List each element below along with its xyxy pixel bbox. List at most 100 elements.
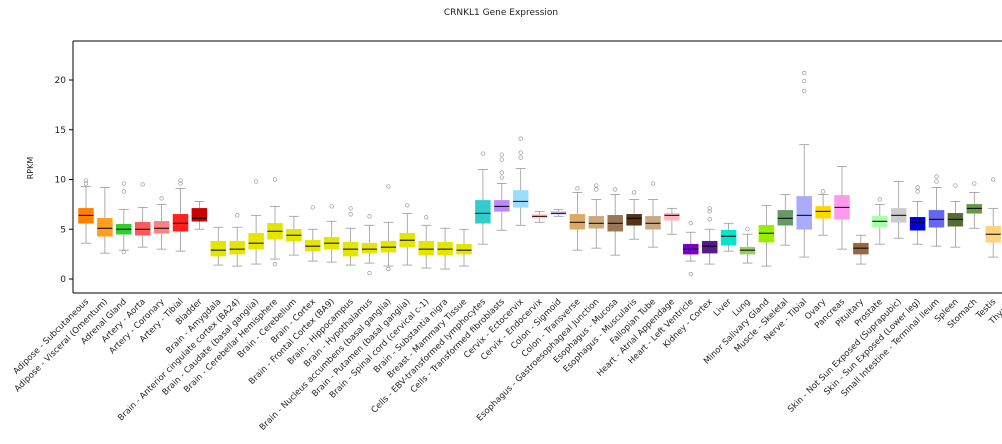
outlier-point [575, 186, 580, 191]
outlier-point [405, 203, 410, 208]
box-group [701, 206, 718, 265]
box [909, 217, 926, 231]
box-group [815, 189, 831, 236]
outlier-point [518, 150, 523, 155]
outlier-point [83, 178, 89, 183]
box-group [153, 196, 170, 250]
box-group [890, 181, 907, 239]
outlier-point [480, 151, 486, 156]
outlier-point [594, 187, 599, 192]
box-group [172, 178, 189, 252]
outlier-point [121, 189, 126, 194]
axes: 0 5 10 15 20 [55, 40, 1002, 294]
outlier-point [386, 266, 391, 272]
outlier-point [953, 183, 958, 188]
box-group [475, 151, 491, 245]
outlier-point [367, 214, 372, 219]
outlier-point [348, 206, 353, 211]
box-group [853, 234, 869, 265]
box-group [947, 183, 964, 248]
box [153, 221, 170, 234]
box-group [494, 152, 510, 231]
box-group [531, 210, 548, 223]
outlier-point [934, 179, 939, 184]
box-group [134, 182, 151, 248]
box-group [739, 227, 756, 264]
box [248, 232, 264, 250]
outlier-point [253, 179, 259, 184]
box [361, 242, 378, 254]
box [475, 200, 491, 224]
outlier-point [348, 212, 353, 217]
box-group [116, 181, 132, 255]
box [418, 240, 434, 256]
chart-title: CRNKL1 Gene Expression [444, 8, 558, 18]
box [456, 243, 472, 255]
outlier-point [707, 206, 712, 211]
outlier-point [631, 190, 637, 195]
outlier-point [272, 177, 278, 182]
box-group [683, 221, 699, 277]
outlier-point [613, 187, 618, 192]
box [701, 240, 718, 254]
outlier-point [499, 157, 504, 162]
box [815, 206, 831, 219]
y-axis-label: RPKM [26, 157, 35, 180]
outlier-point [121, 181, 126, 186]
box-group [78, 178, 94, 244]
box-group [380, 184, 397, 272]
outlier-point [877, 197, 882, 202]
box-group [361, 214, 378, 276]
outlier-point [424, 215, 429, 220]
outlier-point [386, 184, 391, 189]
box [191, 208, 208, 222]
outlier-point [518, 136, 523, 141]
y-tick-label: 0 [60, 275, 66, 285]
outlier-point [178, 181, 183, 186]
outlier-point [688, 271, 693, 277]
box-group [97, 187, 113, 254]
y-tick-label: 5 [60, 225, 66, 235]
box-group [437, 227, 453, 270]
box-group [399, 203, 416, 266]
box-group [569, 186, 586, 251]
box-group [286, 215, 302, 256]
outlier-point [499, 152, 504, 157]
category-label: Adipose - Subcutaneous [12, 297, 92, 377]
outlier-point [707, 209, 712, 214]
y-tick-label: 10 [55, 176, 67, 186]
outlier-point [329, 204, 334, 209]
outlier-point [972, 181, 977, 186]
box-group [758, 204, 775, 267]
outlier-point [140, 182, 145, 187]
boxes-layer [78, 70, 1001, 277]
box-group [418, 215, 434, 269]
box [588, 216, 605, 229]
box [664, 213, 680, 221]
box-group [626, 190, 642, 240]
outlier-point [707, 217, 712, 222]
outlier-point [518, 155, 523, 160]
box-group [267, 177, 283, 267]
outlier-point [235, 213, 240, 218]
y-tick-label: 20 [55, 76, 67, 86]
box-group [305, 205, 321, 262]
box-group [607, 187, 623, 256]
box-group [191, 200, 208, 230]
box-group [456, 228, 472, 267]
box [796, 196, 812, 230]
category-label: Liver [712, 297, 734, 319]
outlier-point [745, 227, 750, 232]
box [720, 229, 737, 246]
box-group [928, 174, 945, 247]
outlier-point [991, 177, 996, 182]
box-group [550, 208, 567, 217]
box-group [323, 204, 340, 263]
outlier-point [499, 175, 504, 180]
outlier-point [499, 170, 504, 175]
outlier-point [820, 189, 826, 194]
box-group [248, 179, 264, 265]
box-group [909, 185, 926, 245]
box-group [342, 206, 359, 266]
